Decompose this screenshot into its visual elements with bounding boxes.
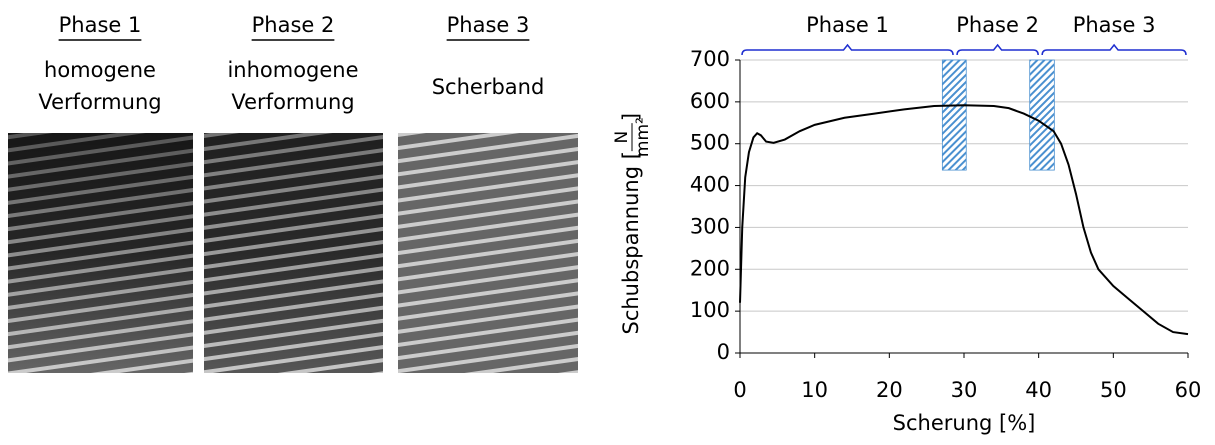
panel-title: Phase 2 — [252, 13, 335, 37]
line — [739, 104, 1189, 336]
photo — [204, 133, 383, 373]
y-tick-label: 400 — [690, 173, 730, 197]
y-tick-label: 500 — [690, 131, 730, 155]
x-tick-label: 60 — [1175, 378, 1202, 402]
panel-title: Phase 3 — [447, 13, 530, 37]
phase-bracket — [956, 43, 1039, 56]
phase-bracket — [1041, 43, 1187, 56]
phase-label: Phase 2 — [956, 13, 1039, 37]
unit-numerator: N — [612, 131, 632, 144]
x-tick-label: 50 — [1100, 378, 1127, 402]
hatched-band — [1029, 59, 1055, 171]
phase-label: Phase 3 — [1073, 13, 1156, 37]
y-tick-label: 600 — [690, 89, 730, 113]
x-axis-label: Scherung [%] — [893, 411, 1036, 435]
photo — [398, 133, 578, 373]
y-axis-label-text: ] — [619, 113, 643, 121]
y-tick-label: 0 — [717, 340, 730, 364]
y-tick-label: 700 — [690, 47, 730, 71]
y-axis-label: Schubspannung [ N mm²] — [612, 113, 653, 335]
phase-bracket — [741, 43, 954, 56]
panel-caption: inhomogene — [227, 58, 358, 82]
panel-caption: homogene — [44, 58, 156, 82]
panel-title: Phase 1 — [59, 13, 142, 37]
x-tick-label: 10 — [801, 378, 828, 402]
hatched-band — [941, 59, 967, 171]
x-tick-label: 40 — [1025, 378, 1052, 402]
x-tick-label: 20 — [876, 378, 903, 402]
y-tick-label: 300 — [690, 214, 730, 238]
panel-caption: Scherband — [432, 75, 545, 99]
y-tick-label: 200 — [690, 256, 730, 280]
x-tick-label: 30 — [951, 378, 978, 402]
x-tick-label: 0 — [733, 378, 746, 402]
photo — [8, 133, 193, 373]
y-axis-label-text: Schubspannung [ — [619, 151, 643, 334]
y-tick-label: 100 — [690, 298, 730, 322]
phase-label: Phase 1 — [806, 13, 889, 37]
panel-caption: Verformung — [38, 90, 161, 114]
panel-caption: Verformung — [231, 90, 354, 114]
unit-denominator: mm² — [633, 117, 653, 157]
